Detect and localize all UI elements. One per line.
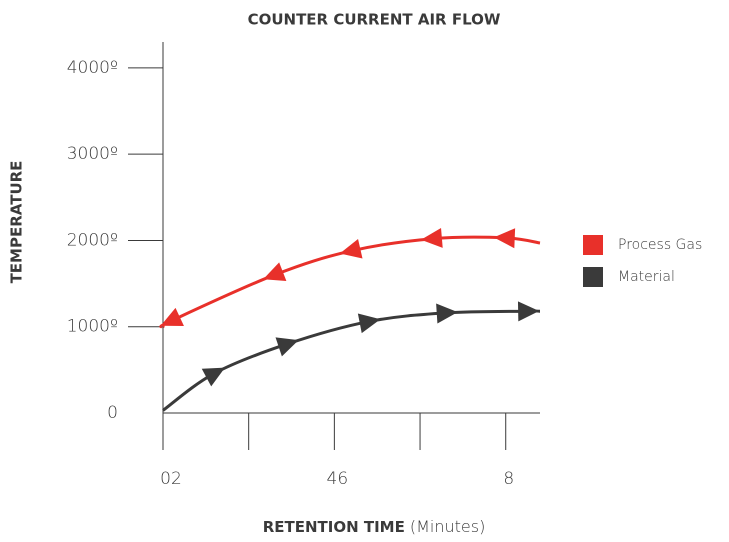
legend-label: Material [618, 269, 675, 285]
chart-title: COUNTER CURRENT AIR FLOW [248, 11, 501, 29]
x-tick-label: 46 [327, 469, 349, 489]
y-tick-label: 1000º [67, 317, 118, 337]
legend-swatch [583, 267, 603, 287]
legend-label: Process Gas [618, 237, 702, 253]
x-axis-label: RETENTION TIME (Minutes) [263, 517, 486, 536]
x-axis-unit: (Minutes) [410, 517, 485, 536]
legend-swatch [583, 235, 603, 255]
flow-arrow [357, 313, 381, 334]
series-line [162, 309, 541, 412]
flow-arrow [420, 227, 443, 248]
flow-arrow [275, 337, 299, 357]
y-tick-label: 4000º [67, 58, 118, 78]
y-tick-label: 3000º [67, 144, 118, 164]
flow-arrow [201, 367, 225, 387]
flow-arrow [160, 307, 184, 326]
flow-arrow [339, 239, 363, 259]
x-tick-label: 8 [503, 469, 514, 489]
flow-arrow [263, 262, 287, 282]
flow-arrow [436, 303, 458, 324]
y-tick-label: 0 [107, 403, 118, 423]
flow-arrow [517, 301, 540, 322]
x-axis-title: RETENTION TIME [263, 518, 405, 536]
flow-arrow [493, 228, 516, 249]
x-tick-label: 02 [160, 469, 182, 489]
y-axis-label: TEMPERATURE [8, 161, 26, 284]
y-tick-label: 2000º [67, 230, 118, 250]
